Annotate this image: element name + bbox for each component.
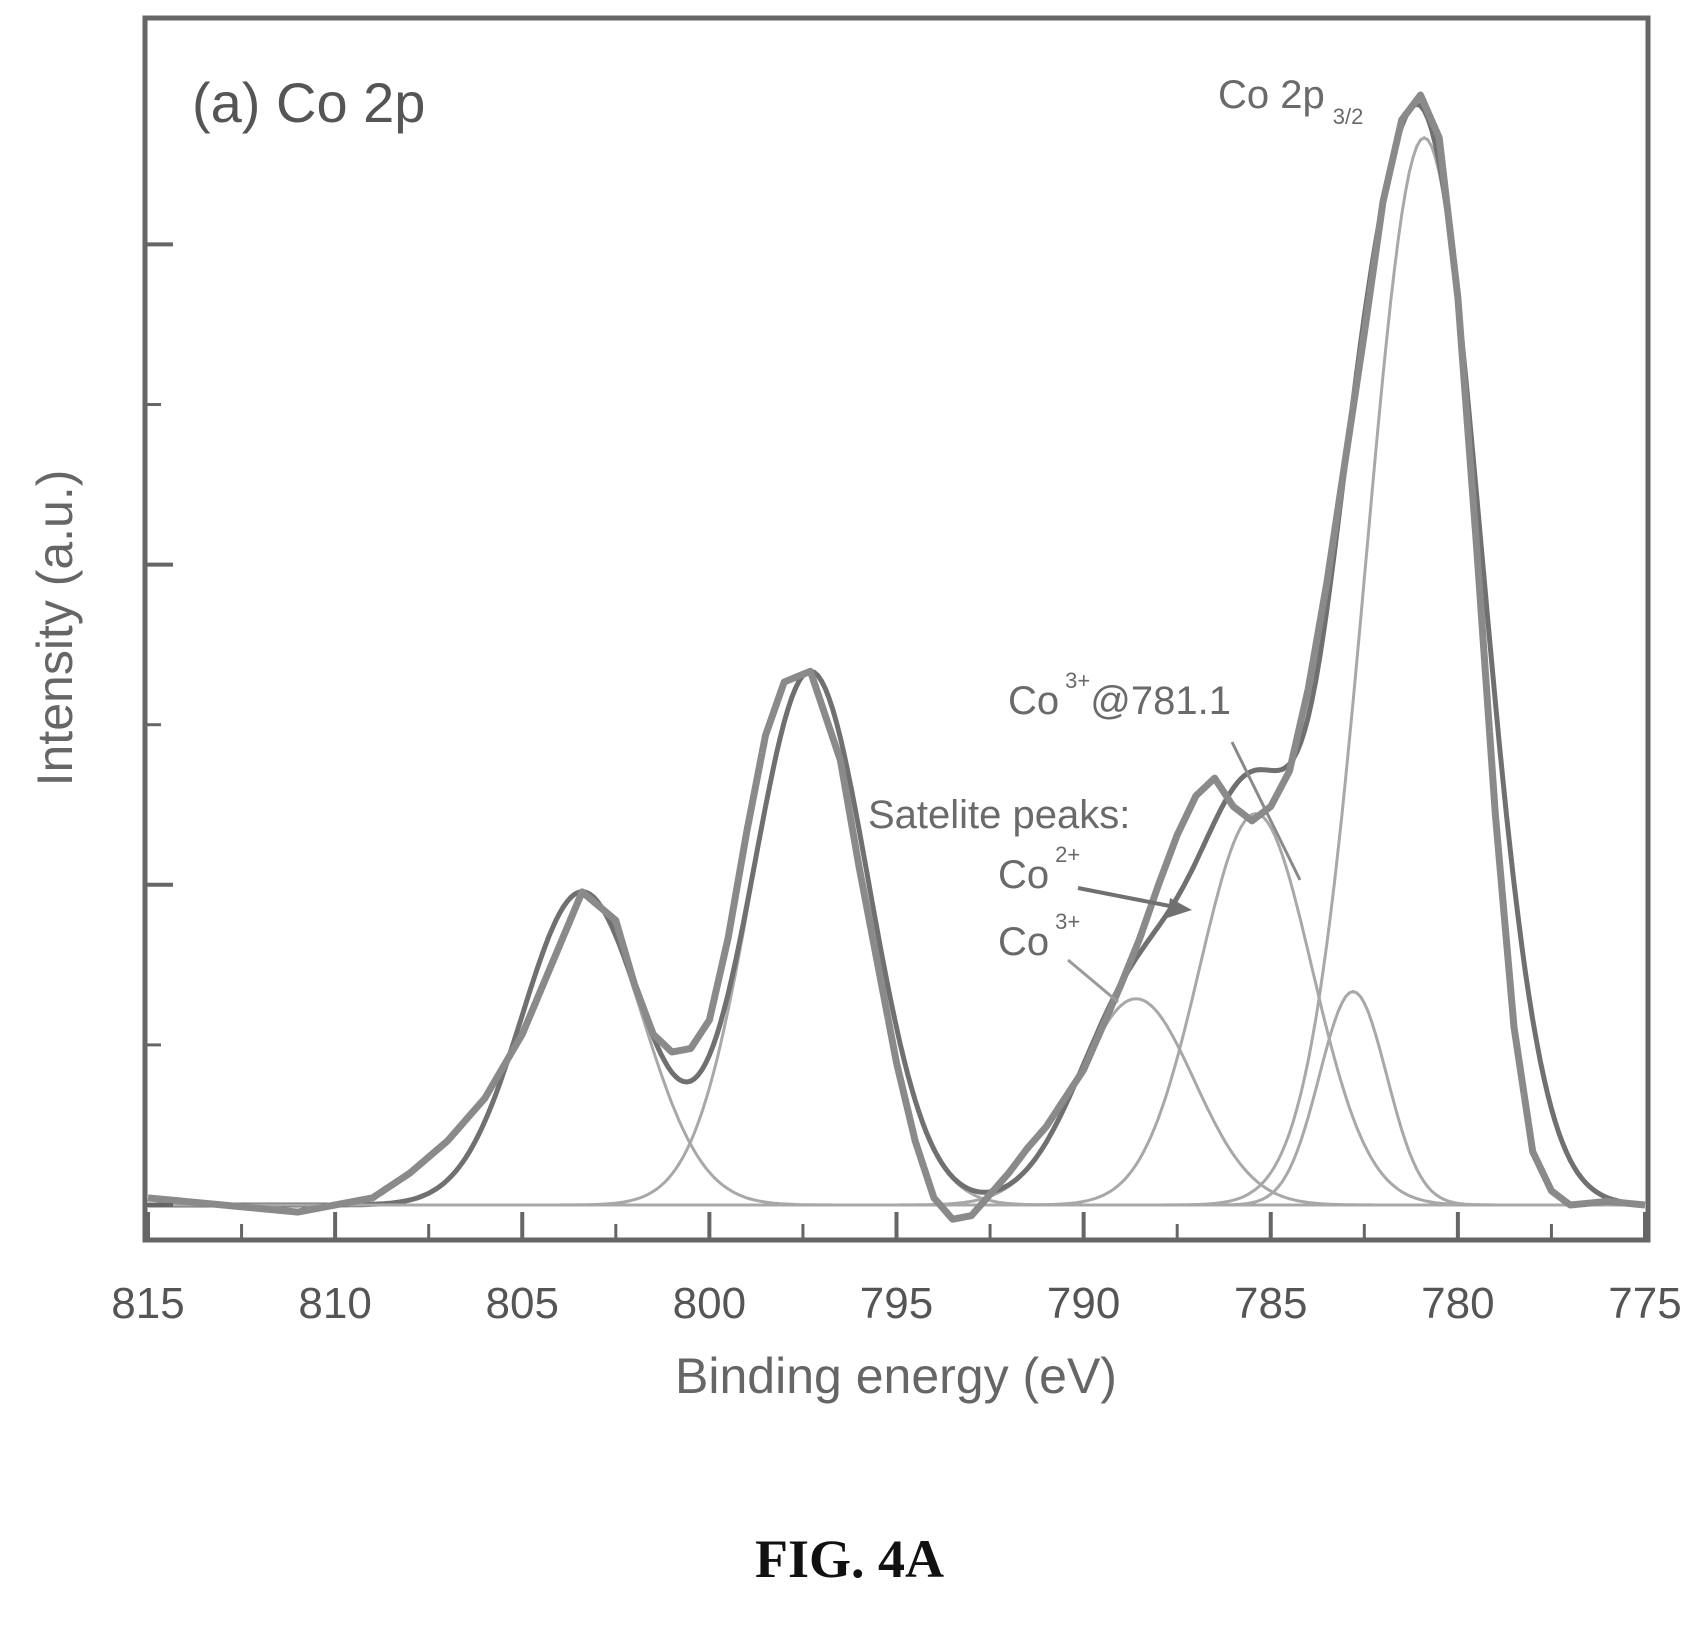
annotation-co2plus-arrowhead <box>1167 898 1192 918</box>
x-tick-label: 775 <box>1608 1279 1681 1328</box>
x-tick-label: 805 <box>486 1279 559 1328</box>
x-axis-title: Binding energy (eV) <box>675 1348 1117 1404</box>
panel-label: (a) Co 2p <box>192 71 425 134</box>
figure-caption: FIG. 4A <box>755 1529 944 1589</box>
x-tick-label: 785 <box>1234 1279 1307 1328</box>
annotation-co3plus-text: Co <box>998 920 1049 964</box>
x-tick-label: 795 <box>860 1279 933 1328</box>
annotation-co3plus-leader <box>1067 958 1119 1004</box>
annotation-co3-781-text: Co <box>1008 679 1059 723</box>
annotation-co2plus-sup: 2+ <box>1055 842 1080 867</box>
x-tick-label: 815 <box>111 1279 184 1328</box>
fit-component-5 <box>148 669 1642 1207</box>
annotation-satellite-peaks: Satelite peaks: <box>868 793 1130 837</box>
annotation-co2plus: Co 2+ <box>998 842 1080 897</box>
annotation-co3plus-sup: 3+ <box>1055 909 1080 934</box>
fit-envelope <box>148 101 1645 1208</box>
x-tick-label: 810 <box>298 1279 371 1328</box>
annotation-co2p32-text: Co 2p <box>1218 73 1325 117</box>
annotation-co3-781-suffix: @781.1 <box>1090 679 1231 723</box>
x-tick-label: 800 <box>673 1279 746 1328</box>
annotation-co2p32-sub: 3/2 <box>1333 104 1364 129</box>
annotation-co3-781-sup: 3+ <box>1065 668 1090 693</box>
x-tick-labels: 815 810 805 800 795 790 785 780 775 <box>111 1279 1681 1328</box>
annotation-co2plus-text: Co <box>998 853 1049 897</box>
annotation-co3-781: Co 3+@781.1 <box>1008 668 1231 723</box>
annotation-co2plus-leader <box>1077 886 1181 910</box>
axis-ticks <box>145 242 1647 1240</box>
annotation-co3-781-leader <box>1230 741 1302 881</box>
y-axis-title: Intensity (a.u.) <box>27 470 83 787</box>
annotation-co2p32: Co 2p 3/2 <box>1218 73 1363 129</box>
measured-spectrum <box>147 91 1646 1223</box>
annotation-co3plus: Co 3+ <box>998 909 1080 964</box>
spectrum-series-1 <box>147 91 1646 1223</box>
x-tick-label: 790 <box>1047 1279 1120 1328</box>
x-tick-label: 780 <box>1421 1279 1494 1328</box>
